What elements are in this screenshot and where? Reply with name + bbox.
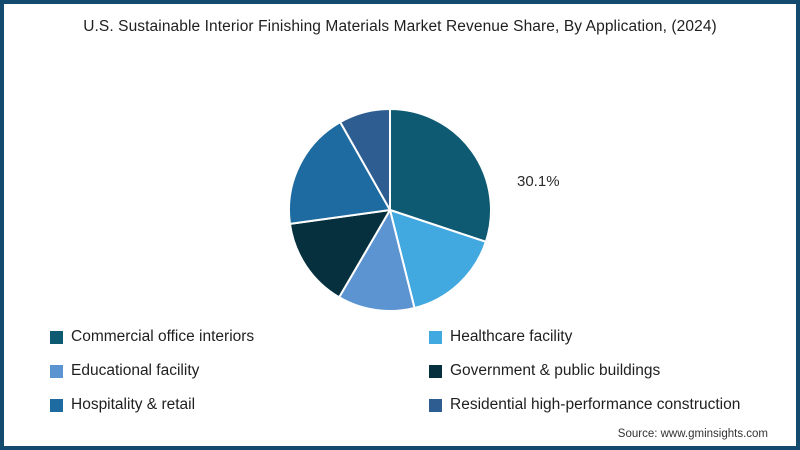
legend-marker xyxy=(50,364,63,378)
source-note: Source: www.gminsights.com xyxy=(617,428,768,440)
pie-slice-4 xyxy=(288,121,391,225)
pie-slice-3 xyxy=(288,209,391,299)
legend-item: Healthcare facility xyxy=(429,326,770,348)
legend-marker xyxy=(50,330,63,344)
pie-slice-2 xyxy=(338,209,416,312)
pie-chart xyxy=(288,108,492,312)
legend: Commercial office interiors Healthcare fa… xyxy=(50,326,770,416)
legend-item: Commercial office interiors xyxy=(50,326,429,348)
legend-item-label: Residential high-performance constructio… xyxy=(450,396,741,413)
legend-marker xyxy=(429,364,442,378)
legend-marker xyxy=(429,330,442,344)
pie-slice-1 xyxy=(389,209,487,309)
legend-item-label: Hospitality & retail xyxy=(71,396,196,413)
chart-title: U.S. Sustainable Interior Finishing Mate… xyxy=(83,18,717,35)
slice-value-label: 30.1% xyxy=(517,173,560,190)
legend-item: Educational facility xyxy=(50,360,429,382)
legend-item: Residential high-performance constructio… xyxy=(429,394,770,416)
legend-item: Hospitality & retail xyxy=(50,394,429,416)
legend-item: Government & public buildings xyxy=(429,360,770,382)
legend-item-label: Educational facility xyxy=(71,362,200,379)
legend-item-label: Government & public buildings xyxy=(450,362,661,379)
pie-slice-0 xyxy=(389,108,492,243)
legend-item-label: Healthcare facility xyxy=(450,328,573,345)
legend-item-label: Commercial office interiors xyxy=(71,328,255,345)
legend-marker xyxy=(50,398,63,412)
legend-marker xyxy=(429,398,442,412)
pie-slice-5 xyxy=(339,108,391,211)
